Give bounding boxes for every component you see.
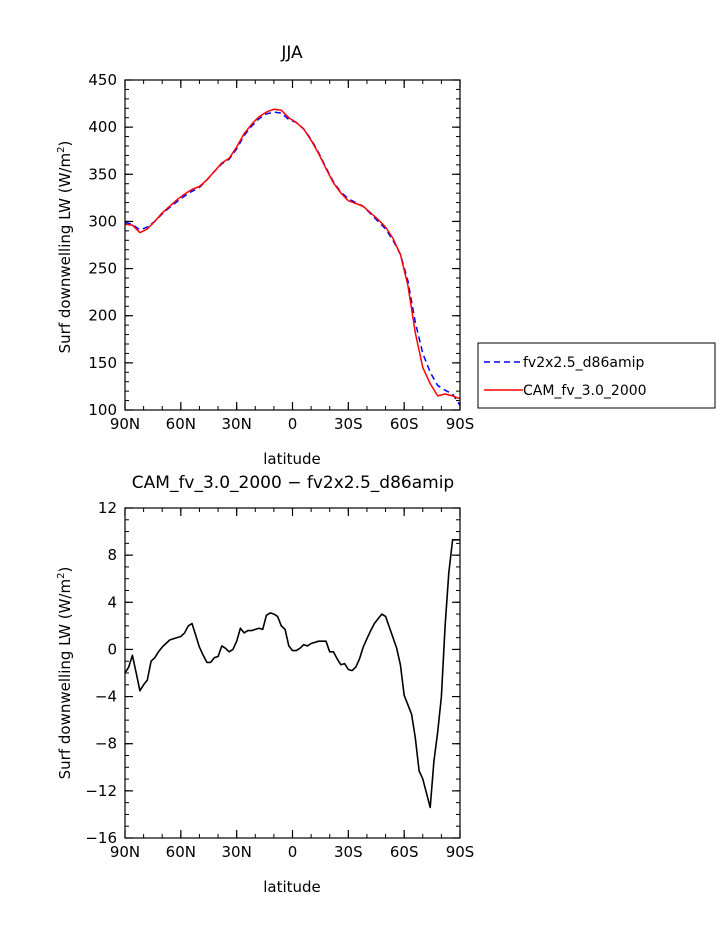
top-y-axis-label: Surf downwelling LW (W/m2) — [56, 141, 74, 354]
top-y-tick-label: 200 — [88, 307, 117, 325]
bottom-y-axis-label-sup: 2 — [56, 573, 67, 579]
top-y-tick-label: 300 — [88, 212, 117, 230]
top-y-tick-label: 150 — [88, 354, 117, 372]
bottom-chart-title: CAM_fv_3.0_2000 − fv2x2.5_d86amip — [132, 473, 454, 493]
top-plot-frame — [124, 79, 461, 411]
bottom-y-tick-label: 8 — [107, 546, 117, 564]
top-y-tick-label: 100 — [88, 401, 117, 419]
top-x-tick-label: 90S — [446, 415, 475, 433]
top-x-axis-label: latitude — [263, 450, 321, 468]
bottom-y-tick-label: −8 — [95, 735, 117, 753]
top-y-tick-label: 250 — [88, 260, 117, 278]
bottom-x-tick-label: 90S — [446, 843, 475, 861]
bottom-y-axis-label: Surf downwelling LW (W/m2) — [56, 567, 74, 780]
top-y-axis-label-close: ) — [56, 141, 74, 147]
bottom-plot-frame — [124, 507, 461, 839]
legend-label-fv2x2.5_d86amip: fv2x2.5_d86amip — [523, 355, 644, 371]
top-series-line-CAM_fv_3.0_2000 — [124, 108, 461, 400]
top-y-tick-label: 450 — [88, 71, 117, 89]
top-x-tick-label: 30N — [222, 415, 252, 433]
bottom-x-tick-label: 90N — [110, 843, 140, 861]
top-y-tick-label: 350 — [88, 165, 117, 183]
top-axis-ticks: 90N 60N 30N 0 30S 60S 90S 100 150 200 250 300 350 400… — [88, 71, 474, 433]
bottom-axis-ticks: 90N 60N 30N 0 30S 60S 90S −16 −12 −8 −4 0 4 8 12 — [85, 499, 474, 861]
bottom-x-tick-label: 30S — [334, 843, 363, 861]
bottom-y-tick-label: 0 — [107, 640, 117, 658]
top-x-tick-label: 30S — [334, 415, 363, 433]
legend: fv2x2.5_d86amip CAM_fv_3.0_2000 — [477, 342, 716, 409]
legend-label-CAM_fv_3.0_2000: CAM_fv_3.0_2000 — [523, 383, 647, 399]
bottom-series-group — [124, 538, 460, 809]
bottom-x-axis-label: latitude — [263, 878, 321, 896]
top-y-tick-label: 400 — [88, 118, 117, 136]
bottom-x-tick-label: 60S — [390, 843, 419, 861]
bottom-y-tick-label: −4 — [95, 688, 117, 706]
top-x-tick-label: 60N — [166, 415, 196, 433]
bottom-y-tick-label: −16 — [85, 829, 117, 847]
top-x-tick-label: 0 — [288, 415, 298, 433]
top-y-axis-label-main: Surf downwelling LW (W/m — [56, 153, 74, 353]
bottom-y-tick-label: 12 — [98, 499, 117, 517]
bottom-y-tick-label: 4 — [107, 593, 117, 611]
bottom-y-axis-label-close: ) — [56, 567, 74, 573]
top-panel: JJA 90N 60N 30N 0 30S 60S 90S 100 150 200 250 300 35… — [56, 43, 716, 468]
top-x-tick-label: 60S — [390, 415, 419, 433]
bottom-x-tick-label: 60N — [166, 843, 196, 861]
bottom-y-tick-label: −12 — [85, 782, 117, 800]
bottom-y-axis-label-main: Surf downwelling LW (W/m — [56, 579, 74, 779]
bottom-panel: CAM_fv_3.0_2000 − fv2x2.5_d86amip 90N 60N… — [56, 473, 474, 896]
bottom-series-line-difference — [124, 538, 460, 809]
top-chart-title: JJA — [280, 43, 303, 63]
top-series-group — [124, 108, 461, 406]
bottom-x-tick-label: 30N — [222, 843, 252, 861]
legend-box — [477, 342, 716, 409]
top-y-axis-label-sup: 2 — [56, 147, 67, 153]
top-x-tick-label: 90N — [110, 415, 140, 433]
top-series-line-fv2x2.5_d86amip — [124, 111, 461, 406]
bottom-x-tick-label: 0 — [288, 843, 298, 861]
